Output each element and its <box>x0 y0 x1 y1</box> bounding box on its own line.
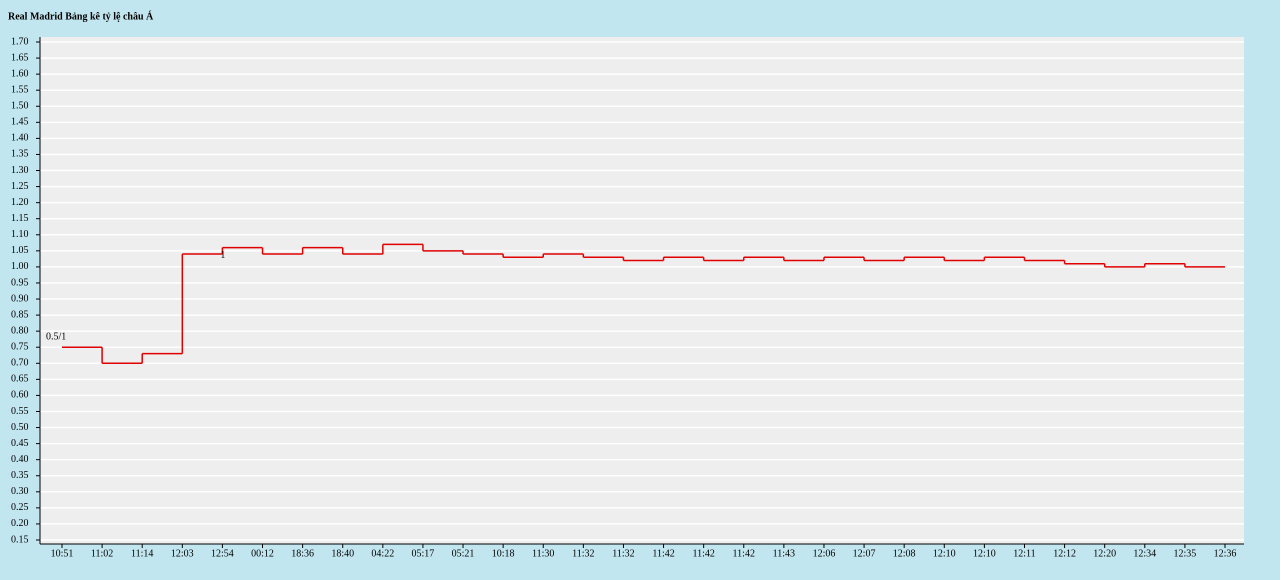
x-tick-label: 04:22 <box>371 548 394 559</box>
x-tick-label: 11:42 <box>652 548 674 559</box>
x-tick-label: 10:51 <box>51 548 74 559</box>
x-tick-label: 12:12 <box>1053 548 1076 559</box>
y-tick-label: 1.55 <box>11 84 29 95</box>
y-tick-label: 1.45 <box>11 117 29 128</box>
y-tick-label: 0.35 <box>11 470 29 481</box>
annotation: 0.5/1 <box>46 332 66 343</box>
x-tick-label: 12:07 <box>853 548 876 559</box>
y-tick-label: 0.25 <box>11 502 29 513</box>
y-tick-label: 0.50 <box>11 422 29 433</box>
y-tick-label: 0.40 <box>11 454 29 465</box>
y-tick-label: 1.00 <box>11 261 29 272</box>
y-tick-label: 0.75 <box>11 342 29 353</box>
y-tick-label: 1.10 <box>11 229 29 240</box>
y-tick-label: 0.65 <box>11 374 29 385</box>
x-tick-label: 12:35 <box>1174 548 1197 559</box>
y-tick-label: 0.20 <box>11 518 29 529</box>
x-tick-label: 12:08 <box>893 548 916 559</box>
x-tick-label: 00:12 <box>251 548 274 559</box>
y-tick-label: 0.95 <box>11 277 29 288</box>
x-tick-label: 10:18 <box>492 548 515 559</box>
x-tick-label: 12:10 <box>933 548 956 559</box>
x-tick-label: 12:54 <box>211 548 234 559</box>
y-tick-label: 1.70 <box>11 36 29 47</box>
y-tick-label: 1.40 <box>11 133 29 144</box>
y-tick-label: 1.60 <box>11 68 29 79</box>
y-tick-label: 1.65 <box>11 52 29 63</box>
x-tick-label: 11:42 <box>733 548 755 559</box>
x-tick-label: 11:42 <box>692 548 714 559</box>
y-tick-label: 0.85 <box>11 309 29 320</box>
x-tick-label: 18:36 <box>291 548 314 559</box>
y-tick-label: 1.30 <box>11 165 29 176</box>
y-tick-label: 1.15 <box>11 213 29 224</box>
x-tick-label: 11:30 <box>532 548 554 559</box>
x-tick-label: 12:06 <box>813 548 836 559</box>
y-tick-label: 0.90 <box>11 293 29 304</box>
annotation: 1 <box>220 250 225 261</box>
x-tick-label: 05:21 <box>452 548 475 559</box>
x-tick-label: 11:02 <box>91 548 113 559</box>
y-tick-label: 1.20 <box>11 197 29 208</box>
x-tick-label: 12:20 <box>1093 548 1116 559</box>
y-tick-label: 0.60 <box>11 390 29 401</box>
y-tick-label: 0.30 <box>11 486 29 497</box>
y-tick-label: 1.35 <box>11 149 29 160</box>
y-tick-label: 0.15 <box>11 534 29 545</box>
y-tick-label: 0.45 <box>11 438 29 449</box>
x-tick-label: 05:17 <box>412 548 435 559</box>
x-tick-label: 12:11 <box>1013 548 1035 559</box>
x-tick-label: 12:34 <box>1133 548 1156 559</box>
x-tick-label: 18:40 <box>331 548 354 559</box>
y-tick-label: 1.05 <box>11 245 29 256</box>
x-tick-label: 11:32 <box>572 548 594 559</box>
x-tick-label: 11:43 <box>773 548 795 559</box>
x-tick-label: 11:14 <box>131 548 153 559</box>
x-tick-label: 11:32 <box>612 548 634 559</box>
y-tick-label: 0.70 <box>11 358 29 369</box>
x-tick-label: 12:10 <box>973 548 996 559</box>
y-tick-label: 0.55 <box>11 406 29 417</box>
x-tick-label: 12:36 <box>1214 548 1237 559</box>
plot-area <box>40 37 1244 544</box>
y-tick-label: 1.50 <box>11 101 29 112</box>
y-tick-label: 1.25 <box>11 181 29 192</box>
y-tick-label: 0.80 <box>11 325 29 336</box>
x-tick-label: 12:03 <box>171 548 194 559</box>
chart-title: Real Madrid Bảng kê tỷ lệ châu Á <box>8 10 154 22</box>
